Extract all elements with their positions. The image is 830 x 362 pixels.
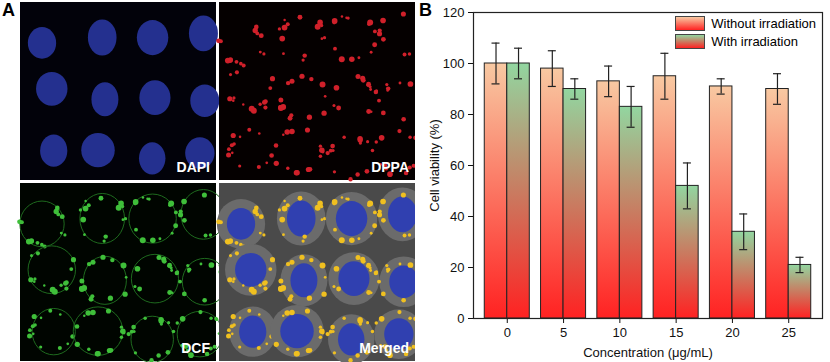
html-text:With irradiation: With irradiation xyxy=(711,34,798,49)
svg-text:0: 0 xyxy=(504,325,511,340)
svg-text:15: 15 xyxy=(669,325,683,340)
svg-text:DAPI: DAPI xyxy=(177,159,210,175)
html-text:A: A xyxy=(2,0,15,20)
svg-text:DCF: DCF xyxy=(181,340,210,356)
svg-text:100: 100 xyxy=(443,56,465,71)
svg-text:60: 60 xyxy=(450,158,464,173)
svg-text:DPPA: DPPA xyxy=(371,159,409,175)
svg-text:25: 25 xyxy=(781,325,795,340)
svg-text:Cell viability (%): Cell viability (%) xyxy=(427,119,442,211)
svg-text:20: 20 xyxy=(725,325,739,340)
svg-text:40: 40 xyxy=(450,209,464,224)
svg-text:10: 10 xyxy=(613,325,627,340)
svg-text:5: 5 xyxy=(560,325,567,340)
svg-text:20: 20 xyxy=(450,260,464,275)
svg-text:Merged: Merged xyxy=(359,340,409,356)
html-text:B: B xyxy=(419,0,432,20)
svg-text:0: 0 xyxy=(457,311,464,326)
svg-text:80: 80 xyxy=(450,107,464,122)
html-text:Without irradiation: Without irradiation xyxy=(711,16,816,31)
svg-text:120: 120 xyxy=(443,5,465,20)
svg-text:Concentration (μg/mL): Concentration (μg/mL) xyxy=(583,345,713,360)
